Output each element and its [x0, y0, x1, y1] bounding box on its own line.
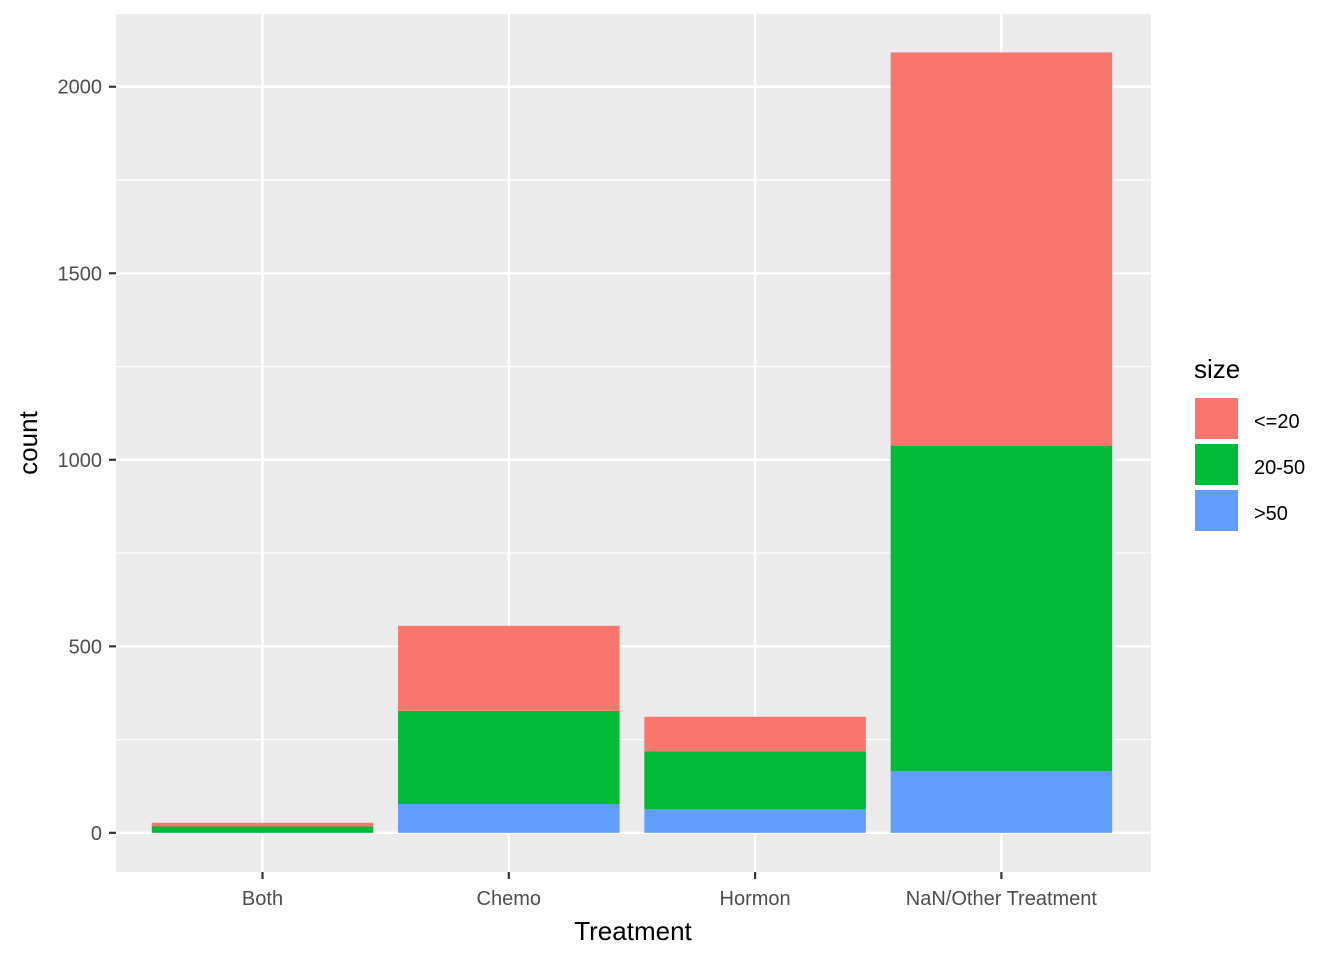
x-axis-title: Treatment	[574, 916, 692, 946]
legend-key-le20	[1195, 398, 1238, 439]
x-tick-label: Hormon	[720, 888, 791, 910]
bar-segment	[644, 751, 866, 810]
legend-title: size	[1194, 354, 1240, 384]
legend-label-gt50: >50	[1254, 503, 1288, 525]
bar-segment	[398, 710, 620, 805]
legend-label-20-50: 20-50	[1254, 457, 1305, 479]
bar-segment	[151, 822, 374, 827]
bar-segment	[398, 625, 620, 711]
bar-segment	[151, 826, 374, 833]
bar-segment	[890, 445, 1113, 772]
y-tick-label: 0	[91, 823, 102, 845]
y-tick-label: 500	[69, 636, 102, 658]
legend: size <=20 20-50 >50	[1194, 354, 1305, 531]
bar-segment	[398, 804, 620, 833]
y-tick-label: 1000	[58, 450, 103, 472]
x-tick-label: Chemo	[477, 888, 541, 910]
bars	[151, 52, 1113, 833]
legend-key-20-50	[1195, 444, 1238, 485]
bar-segment	[890, 52, 1113, 446]
x-tick-label: NaN/Other Treatment	[906, 888, 1098, 910]
bar-segment	[890, 771, 1113, 833]
y-axis-title: count	[13, 410, 43, 474]
legend-key-gt50	[1195, 490, 1238, 531]
legend-label-le20: <=20	[1254, 411, 1300, 433]
bar-segment	[644, 716, 866, 752]
x-axis: Both Chemo Hormon NaN/Other Treatment	[242, 872, 1098, 910]
y-axis: 0 500 1000 1500 2000	[58, 77, 116, 845]
bar-segment	[644, 809, 866, 833]
x-tick-label: Both	[242, 888, 283, 910]
y-tick-label: 1500	[58, 263, 103, 285]
y-tick-label: 2000	[58, 77, 103, 99]
